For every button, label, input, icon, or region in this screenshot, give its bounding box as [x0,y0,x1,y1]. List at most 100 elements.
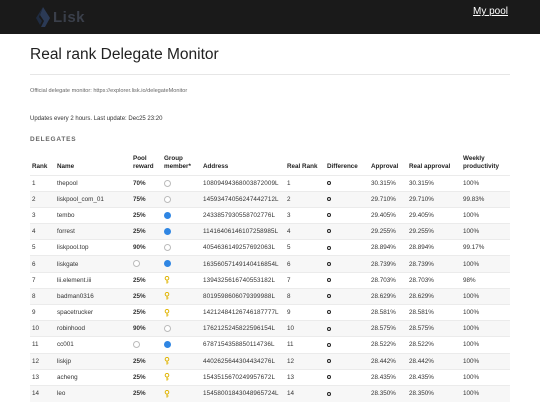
difference-cell [325,287,369,305]
no-change-icon [327,375,331,380]
real-rank-cell: 10 [285,320,325,337]
key-icon [164,308,170,317]
group-member-dot-icon [164,211,171,219]
pool-reward-cell: 90% [131,239,162,256]
rank-cell: 12 [30,352,55,370]
address-cell: 11416406146107258985L [201,223,285,240]
delegate-name-link[interactable]: liskpool_com_01 [55,190,131,208]
productivity-cell: 100% [461,255,510,273]
pool-reward-cell: 90% [131,320,162,337]
group-member-cell [162,352,201,370]
productivity-cell: 100% [461,336,510,354]
no-change-icon [327,310,331,315]
group-member-dot-icon [164,260,171,268]
pool-reward-cell: 25% [131,303,162,321]
address-cell: 6787154358850114736L [201,336,285,354]
no-change-icon [327,358,331,363]
pool-reward-cell: 75% [131,190,162,208]
update-info: Updates every 2 hours. Last update: Dec2… [30,116,163,122]
no-change-icon [327,213,331,218]
rank-cell: 1 [30,174,55,192]
key-icon [164,357,170,365]
delegate-name-link[interactable]: badman0316 [55,287,131,305]
no-change-icon [327,229,331,234]
approval-cell: 28.581% [369,303,407,321]
delegates-section-title: DELEGATES [30,136,77,143]
real-approval-cell: 28.435% [407,368,461,386]
rank-cell: 10 [30,320,55,337]
difference-cell [325,255,369,273]
my-pool-link[interactable]: My pool [472,6,508,17]
real-rank-cell: 3 [285,206,325,224]
delegate-name-link[interactable]: liskpool.top [55,239,131,256]
no-reward-icon [133,341,140,349]
difference-cell [325,368,369,386]
address-cell: 10809494368003872009L [201,174,285,192]
group-member-cell [162,287,201,305]
column-header-real-rank: Real Rank [287,162,318,170]
real-rank-cell: 7 [285,271,325,289]
address-cell: 1543515670249957672L [201,368,285,386]
group-member-cell [162,190,201,208]
address-cell: 14593474056247442712L [201,190,285,208]
delegate-name-link[interactable]: leo [55,384,131,402]
delegates-table: Rank Name Pool reward Group member* Address R… [30,149,510,402]
key-icon [164,389,170,398]
rank-cell: 4 [30,223,55,240]
delegate-name-link[interactable]: robinhood [55,320,131,337]
table-row: 12 liskjp 25% 4402625644304434276L 12 28.442%… [30,352,510,370]
group-member-dot-icon [164,341,171,349]
lisk-logo-icon [36,7,50,27]
real-approval-cell: 28.739% [407,255,461,273]
productivity-cell: 100% [461,303,510,321]
rank-cell: 11 [30,336,55,354]
productivity-cell: 99.17% [461,239,510,256]
column-header-rank: Rank [32,162,48,170]
real-approval-cell: 29.710% [407,190,461,208]
delegate-name-link[interactable]: liskjp [55,352,131,370]
real-rank-cell: 2 [285,190,325,208]
top-navbar: Lisk My pool [0,0,540,34]
real-rank-cell: 5 [285,239,325,256]
approval-cell: 29.710% [369,190,407,208]
column-header-name: Name [57,162,75,170]
real-rank-cell: 9 [285,303,325,321]
delegate-name-link[interactable]: cc001 [55,336,131,354]
group-member-cell [162,271,201,289]
column-header-address: Address [203,162,229,170]
non-member-ring-icon [164,244,171,252]
no-change-icon [327,391,331,396]
address-cell: 16356057149140416854L [201,255,285,273]
group-member-cell [162,255,201,273]
delegate-name-link[interactable]: lii.element.iii [55,271,131,289]
real-approval-cell: 28.629% [407,287,461,305]
delegate-name-link[interactable]: spacetrucker [55,303,131,321]
delegate-name-link[interactable]: liskgate [55,255,131,273]
delegate-name-link[interactable]: thepool [55,174,131,192]
non-member-ring-icon [164,325,171,333]
real-approval-cell: 28.522% [407,336,461,354]
address-cell: 15458001843048965724L [201,384,285,402]
key-icon [164,373,170,381]
delegate-name-link[interactable]: tembo [55,206,131,224]
group-member-cell [162,368,201,386]
productivity-cell: 100% [461,223,510,240]
delegate-name-link[interactable]: acheng [55,368,131,386]
pool-reward-cell: 25% [131,384,162,402]
rank-cell: 14 [30,384,55,402]
productivity-cell: 100% [461,352,510,370]
pool-reward-cell: 25% [131,352,162,370]
table-row: 2 liskpool_com_01 75% 14593474056247442712L… [30,190,510,208]
table-row: 3 tembo 25% 2433857930558702776L 3 29.405% 29.… [30,206,510,224]
delegate-name-link[interactable]: forrest [55,223,131,240]
productivity-cell: 100% [461,174,510,192]
key-icon [164,276,170,284]
non-member-ring-icon [164,195,171,203]
group-member-cell [162,320,201,337]
real-rank-cell: 4 [285,223,325,240]
lisk-logo[interactable]: Lisk [35,6,85,28]
pool-reward-cell [131,255,162,273]
logo-text: Lisk [53,8,86,26]
real-rank-cell: 14 [285,384,325,402]
difference-cell [325,223,369,240]
